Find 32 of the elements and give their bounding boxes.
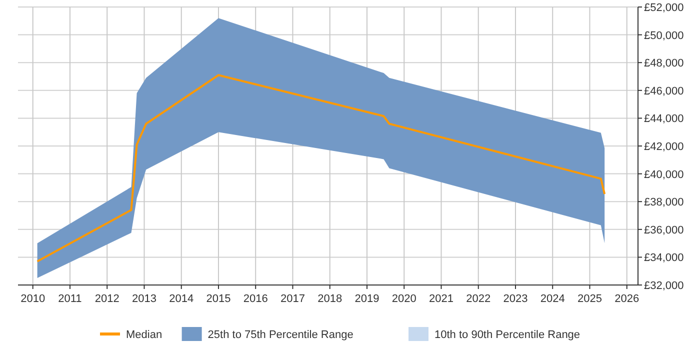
legend-label: Median [126,329,162,341]
y-tick-label: £36,000 [644,224,684,236]
x-tick-label: 2015 [206,293,231,305]
x-tick-label: 2013 [132,293,156,305]
y-tick-label: £52,000 [644,2,684,14]
y-tick-label: £32,000 [644,280,684,292]
x-tick-label: 2011 [58,293,82,305]
x-tick-label: 2012 [94,293,120,305]
legend-label: 10th to 90th Percentile Range [434,329,580,341]
x-tick-label: 2014 [169,293,194,305]
x-tick-label: 2018 [318,293,342,305]
x-tick-label: 2024 [540,293,565,305]
x-tick-label: 2025 [577,293,602,305]
x-tick-label: 2010 [20,293,46,305]
y-tick-label: £40,000 [644,168,684,181]
x-tick-label: 2021 [428,293,454,305]
x-tick-label: 2026 [614,293,640,305]
y-tick-label: £38,000 [644,196,684,209]
x-tick-label: 2017 [280,293,305,305]
line-series [36,74,606,262]
y-tick-label: £46,000 [644,85,684,98]
x-tick-label: 2019 [354,293,380,305]
x-tick-label: 2020 [392,293,416,305]
y-tick-label: £48,000 [644,58,684,70]
y-tick-label: £50,000 [644,30,684,42]
x-tick-label: 2023 [503,293,528,305]
legend-label: 25th to 75th Percentile Range [208,329,354,341]
y-tick-label: £34,000 [644,252,684,264]
x-tick-label: 2022 [466,293,491,305]
x-tick-label: 2016 [243,293,268,305]
y-tick-label: £44,000 [644,113,684,126]
y-tick-label: £42,000 [644,141,684,153]
